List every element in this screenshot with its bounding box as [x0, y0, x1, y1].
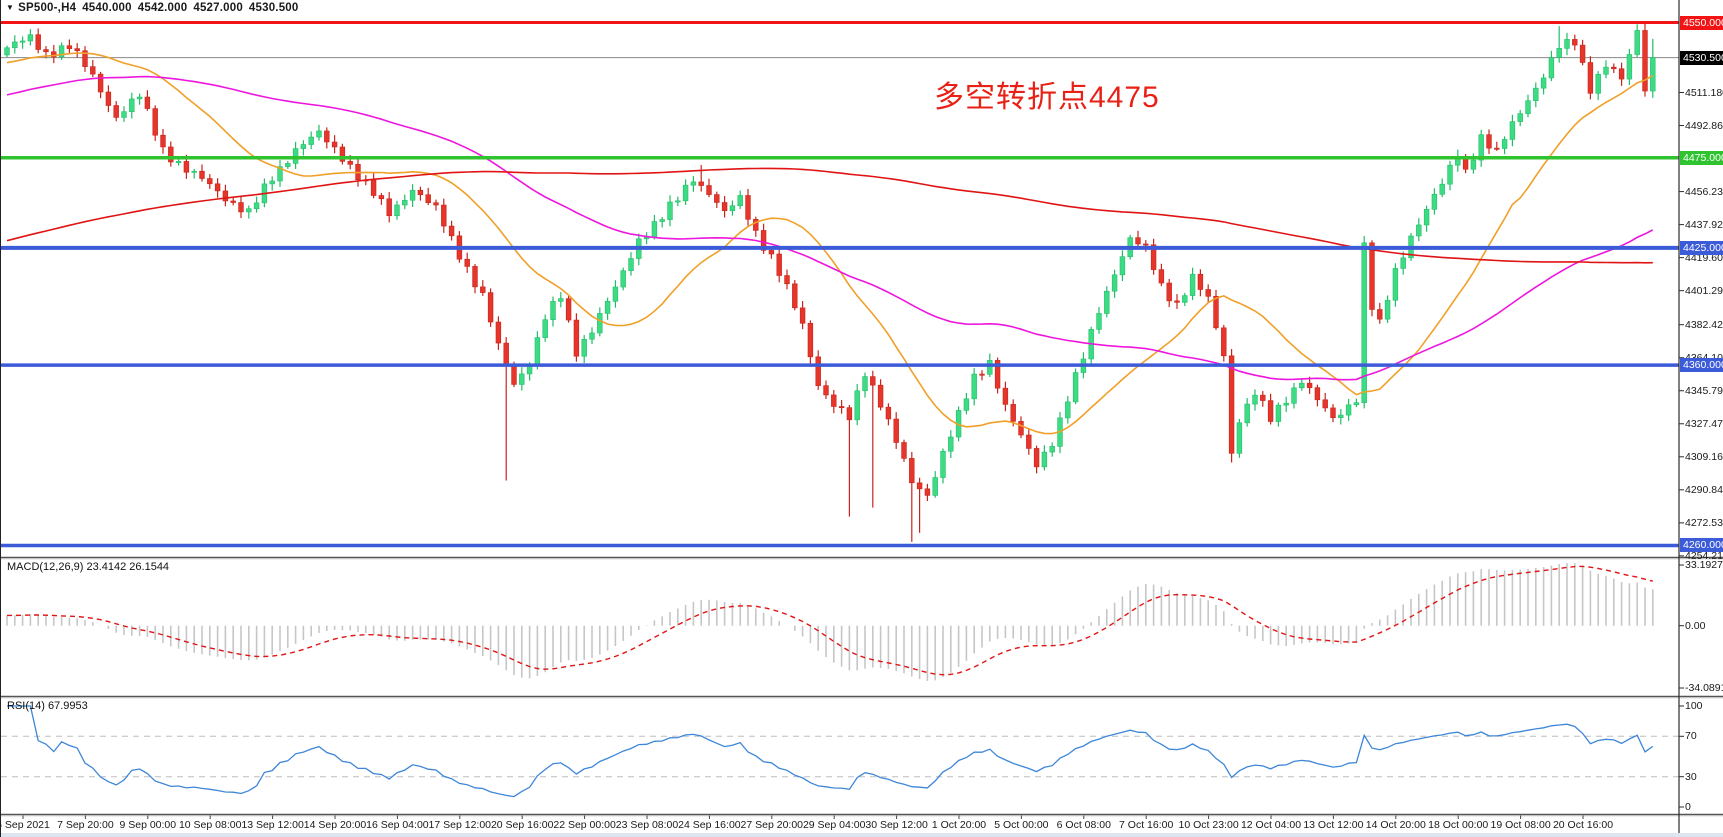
time-axis-label: 12 Oct 04:00	[1240, 819, 1302, 831]
price-axis-label: 4272.530	[1685, 516, 1723, 529]
price-axis-label: 4401.290	[1685, 284, 1723, 297]
time-axis-label: 30 Sep 12:00	[865, 819, 928, 831]
price-badge: 4550.000	[1680, 15, 1723, 30]
time-axis-label: 10 Oct 23:00	[1178, 819, 1239, 831]
annotation-text[interactable]: 多空转折点4475	[934, 81, 1160, 114]
ohlc-open: 4540.000	[82, 2, 132, 14]
time-axis-label: 24 Sep 16:00	[678, 819, 741, 831]
time-axis-label: 10 Sep 08:00	[178, 819, 242, 831]
macd-label: MACD(12,26,9) 23.4142 26.1544	[7, 561, 170, 573]
symbol-info: ▼ SP500-,H4 4540.000 4542.000 4527.000 4530.5…	[6, 2, 305, 14]
time-axis-label: 13 Oct 12:00	[1303, 819, 1364, 831]
time-axis-label: 5 Oct 00:00	[994, 819, 1049, 831]
rsi-axis-label: 70	[1685, 730, 1697, 743]
price-axis-label: 4492.865	[1685, 119, 1723, 132]
macd-axis-label: 33.1927	[1685, 559, 1723, 572]
symbol-dropdown-icon[interactable]: ▼	[6, 3, 15, 12]
rsi-axis-label: 30	[1685, 770, 1697, 783]
price-axis-label: 4290.845	[1685, 483, 1723, 496]
price-badge: 4475.000	[1680, 150, 1723, 165]
time-axis-label: 23 Sep 08:00	[615, 819, 679, 831]
price-axis-label: 4456.235	[1685, 185, 1723, 198]
time-axis-label: 7 Sep 20:00	[57, 819, 114, 831]
price-axis-label: 4511.180	[1685, 86, 1723, 99]
price-axis-label: 4382.420	[1685, 318, 1723, 331]
time-axis-label: 20 Sep 16:00	[490, 819, 554, 831]
macd-axis-label: -34.0891	[1685, 682, 1723, 694]
time-axis-label: 18 Oct 00:00	[1428, 819, 1489, 831]
price-axis-label: 4327.475	[1685, 417, 1723, 430]
price-badge: 4360.000	[1680, 358, 1723, 373]
time-axis-label: 6 Oct 08:00	[1056, 819, 1111, 831]
price-axis-label: 4309.160	[1685, 450, 1723, 463]
price-axis-label: 4437.920	[1685, 218, 1723, 231]
price-axis-label: 4345.790	[1685, 384, 1723, 397]
time-axis-label: 16 Sep 04:00	[366, 819, 429, 831]
time-axis-label: 20 Oct 16:00	[1552, 819, 1614, 831]
price-badge: 4425.000	[1680, 240, 1723, 255]
rsi-axis-label: 100	[1685, 700, 1703, 712]
time-axis-label: 7 Oct 16:00	[1119, 819, 1174, 831]
price-axis-label: 4254.215	[1685, 549, 1723, 562]
time-axis-label: 14 Sep 20:00	[303, 819, 367, 831]
time-axis-label: 22 Sep 00:00	[553, 819, 616, 831]
time-axis-label: 13 Sep 12:00	[241, 819, 304, 831]
time-axis-label: 1 Oct 20:00	[931, 819, 987, 831]
price-badge: 4530.500	[1680, 50, 1723, 65]
time-axis-label: 19 Oct 08:00	[1490, 819, 1551, 831]
time-axis-label: 29 Sep 04:00	[802, 819, 866, 831]
time-axis-label: 17 Sep 12:00	[428, 819, 492, 831]
macd-axis-label: 0.00	[1685, 619, 1706, 632]
symbol-title: SP500-,H4	[18, 2, 77, 14]
price-badge: 4260.000	[1680, 538, 1723, 553]
rsi-axis-label: 0	[1685, 800, 1691, 813]
ohlc-close: 4530.500	[248, 2, 299, 14]
ohlc-low: 4527.000	[193, 2, 243, 14]
rsi-label: RSI(14) 67.9953	[7, 700, 88, 712]
time-axis-label: 14 Oct 20:00	[1365, 819, 1426, 831]
time-axis-label: 27 Sep 20:00	[740, 819, 804, 831]
time-axis-label: 6 Sep 2021	[0, 819, 50, 831]
time-axis-label: 9 Sep 00:00	[119, 819, 177, 831]
window-bottom-edge	[1, 833, 1723, 837]
ohlc-high: 4542.000	[137, 2, 188, 14]
